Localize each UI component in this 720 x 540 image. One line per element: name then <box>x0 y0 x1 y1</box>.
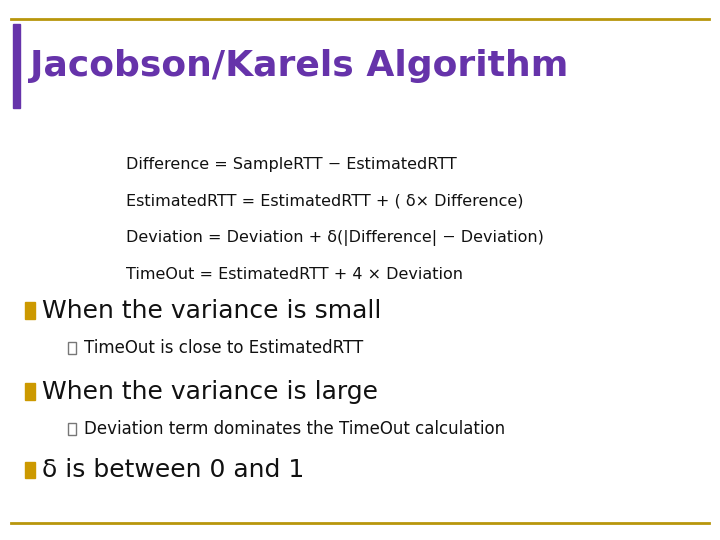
Text: TimeOut is close to EstimatedRTT: TimeOut is close to EstimatedRTT <box>84 339 364 357</box>
Text: Deviation = Deviation + δ(|Difference| − Deviation): Deviation = Deviation + δ(|Difference| −… <box>126 230 544 246</box>
Bar <box>68 342 76 354</box>
Text: δ is between 0 and 1: δ is between 0 and 1 <box>42 458 304 482</box>
Text: EstimatedRTT = EstimatedRTT + ( δ× Difference): EstimatedRTT = EstimatedRTT + ( δ× Diffe… <box>126 194 523 209</box>
Text: Deviation term dominates the TimeOut calculation: Deviation term dominates the TimeOut cal… <box>84 420 505 438</box>
Bar <box>25 302 35 319</box>
Bar <box>25 383 35 400</box>
Bar <box>68 423 76 435</box>
Bar <box>13 24 20 108</box>
Text: Difference = SampleRTT − EstimatedRTT: Difference = SampleRTT − EstimatedRTT <box>126 157 456 172</box>
Text: TimeOut = EstimatedRTT + 4 × Deviation: TimeOut = EstimatedRTT + 4 × Deviation <box>126 267 463 282</box>
Text: When the variance is large: When the variance is large <box>42 380 378 403</box>
Bar <box>25 462 35 478</box>
Text: When the variance is small: When the variance is small <box>42 299 381 322</box>
Text: Jacobson/Karels Algorithm: Jacobson/Karels Algorithm <box>30 50 569 83</box>
